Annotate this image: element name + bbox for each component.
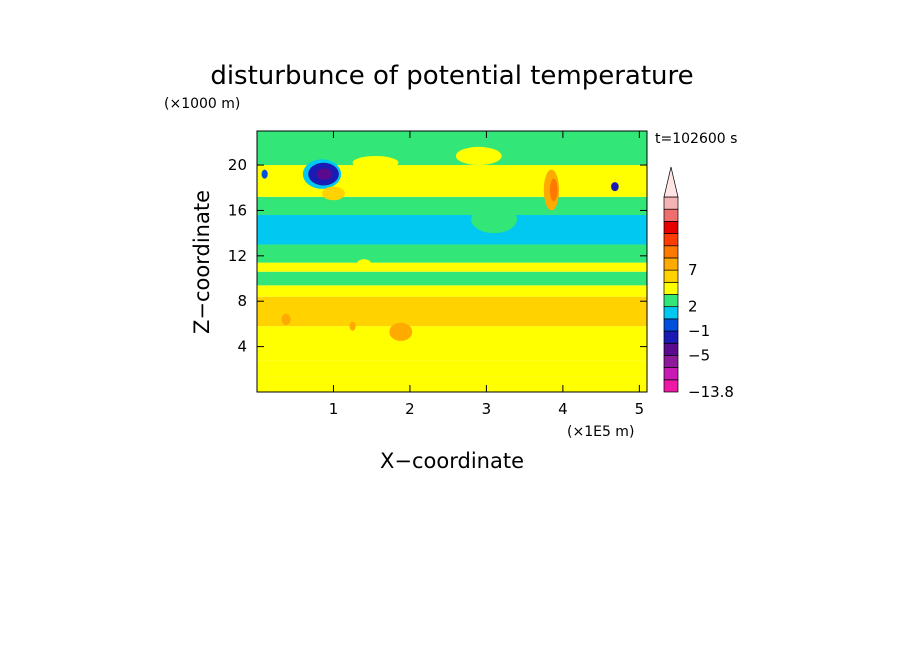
- x-tick-label: 3: [482, 400, 492, 418]
- contour-band-3: [257, 296, 647, 327]
- x-tick-label: 5: [635, 400, 645, 418]
- contour-band-7: [257, 244, 647, 263]
- plot-area: [257, 131, 647, 392]
- contour-feature-14: [356, 259, 372, 271]
- x-tick-label: 1: [329, 400, 339, 418]
- x-axis-label: X−coordinate: [380, 449, 524, 473]
- colorbar-label: 2: [688, 298, 698, 316]
- contour-feature-12: [455, 146, 502, 166]
- colorbar-swatch: [663, 257, 679, 271]
- contour-band-4: [257, 285, 647, 297]
- contour-band-1: [257, 360, 647, 377]
- contour-feature-2: [316, 168, 332, 180]
- colorbar-label: 7: [688, 261, 698, 279]
- colorbar-swatch: [663, 306, 679, 320]
- chart-title: disturbunce of potential temperature: [210, 61, 693, 91]
- colorbar-swatch: [663, 355, 679, 368]
- contour-band-0: [257, 376, 647, 392]
- y-tick-label: 20: [228, 156, 247, 174]
- contour-feature-9: [611, 182, 619, 192]
- colorbar-swatch: [663, 379, 679, 393]
- colorbar-label: −5: [688, 346, 710, 364]
- contour-feature-13: [471, 205, 517, 234]
- contour-band-5: [257, 271, 647, 286]
- colorbar-swatch: [663, 233, 679, 247]
- y-scale-label: (×1000 m): [164, 96, 240, 112]
- contour-feature-6: [349, 321, 356, 331]
- contour-band-6: [257, 262, 647, 272]
- colorbar-swatch: [663, 245, 679, 259]
- colorbar-label: −1: [688, 322, 710, 340]
- y-axis-label: Z−coordinate: [190, 190, 214, 334]
- y-axis: 4 8 12 16 20: [228, 156, 647, 356]
- x-tick-label: 2: [405, 400, 415, 418]
- colorbar-swatch: [663, 208, 679, 222]
- contour-band-9: [257, 196, 647, 215]
- x-tick-label: 4: [558, 400, 568, 418]
- contour-band-11: [257, 131, 647, 166]
- colorbar-swatch: [663, 269, 679, 283]
- contour-feature-3: [322, 186, 345, 201]
- contour-band-8: [257, 214, 647, 245]
- contour-feature-8: [549, 178, 558, 202]
- y-tick-label: 8: [237, 292, 247, 310]
- colorbar-swatch: [663, 281, 679, 295]
- contour-feature-4: [281, 313, 291, 326]
- y-tick-label: 16: [228, 201, 247, 219]
- colorbar-min-label: −13.8: [688, 383, 734, 401]
- colorbar-swatch: [663, 318, 679, 332]
- colorbar-swatch: [663, 367, 679, 381]
- y-tick-label: 4: [237, 338, 247, 356]
- plot-frame: [256, 130, 648, 393]
- colorbar-extend-arrow: [663, 166, 679, 198]
- colorbar-swatch: [663, 221, 679, 234]
- contour-feature-5: [389, 322, 413, 341]
- contour-feature-11: [352, 155, 399, 170]
- x-axis: 1 2 3 4 5: [329, 131, 644, 418]
- colorbar-swatch: [663, 294, 679, 308]
- time-label: t=102600 s: [655, 131, 737, 147]
- y-tick-label: 12: [228, 247, 247, 265]
- colorbar-swatch: [663, 342, 679, 356]
- contour-feature-10: [261, 169, 268, 179]
- x-scale-label: (×1E5 m): [567, 424, 634, 440]
- colorbar: 7 2 −1 −5 −13.8: [663, 166, 734, 401]
- colorbar-swatch: [663, 330, 679, 344]
- contour-band-2: [257, 326, 647, 361]
- colorbar-swatch: [663, 196, 679, 210]
